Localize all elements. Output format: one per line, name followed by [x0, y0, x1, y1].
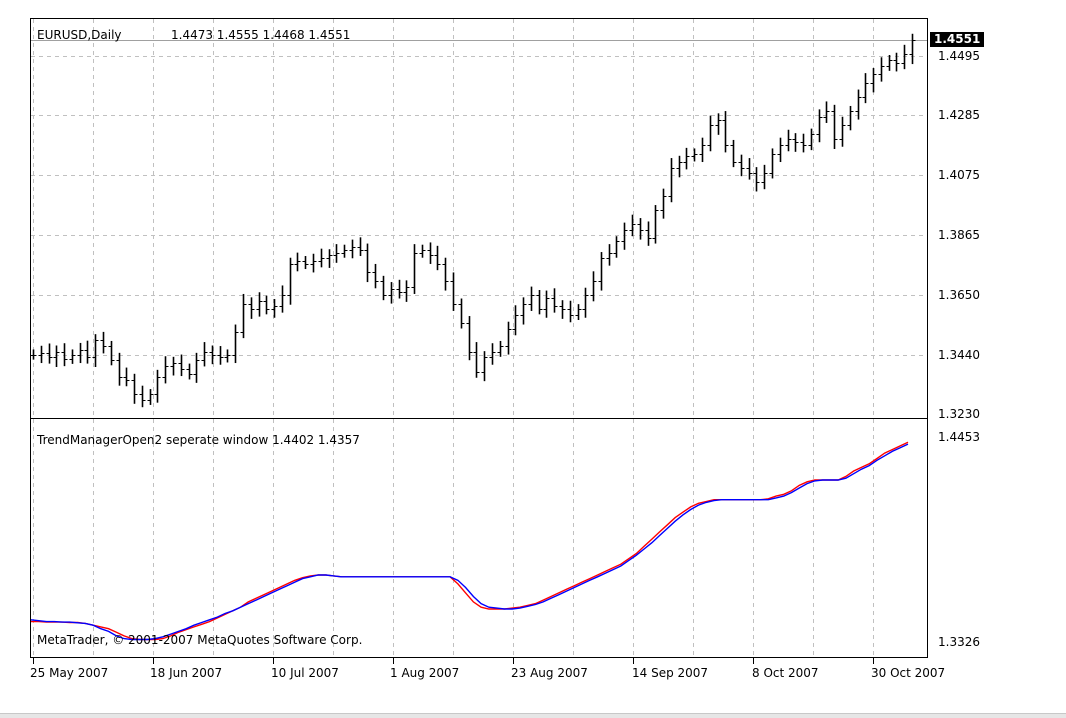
status-strip	[0, 713, 1066, 718]
date-axis-label: 10 Jul 2007	[271, 666, 339, 680]
grid	[31, 19, 927, 664]
indicator-axis-label: 1.3326	[938, 635, 980, 649]
price-axis-label: 1.3230	[938, 407, 980, 421]
price-axis-label: 1.3650	[938, 288, 980, 302]
indicator-title: TrendManagerOpen2 seperate window 1.4402…	[37, 433, 360, 447]
price-bars	[30, 33, 916, 408]
price-axis-label: 1.4495	[938, 49, 980, 63]
main-panel-frame	[30, 18, 928, 419]
date-axis-label: 8 Oct 2007	[752, 666, 819, 680]
indicator-line-blue	[30, 443, 909, 641]
indicator-axis-label: 1.4453	[938, 430, 980, 444]
date-axis-label: 30 Oct 2007	[871, 666, 946, 680]
copyright-text: MetaTrader, © 2001-2007 MetaQuotes Softw…	[37, 633, 363, 647]
indicator-lines	[30, 441, 909, 641]
date-axis-label: 18 Jun 2007	[150, 666, 223, 680]
date-axis-label: 23 Aug 2007	[511, 666, 588, 680]
last-price-tag: 1.4551	[930, 32, 985, 47]
date-axis-label: 1 Aug 2007	[390, 666, 460, 680]
price-axis-label: 1.4075	[938, 168, 980, 182]
symbol-label: EURUSD,Daily	[37, 28, 122, 42]
date-axis-label: 25 May 2007	[30, 666, 109, 680]
price-axis-label: 1.3440	[938, 348, 980, 362]
ohlc-label: 1.4473 1.4555 1.4468 1.4551	[171, 28, 351, 42]
price-axis-label: 1.4285	[938, 108, 980, 122]
price-axis-label: 1.3865	[938, 228, 980, 242]
indicator-panel-frame	[30, 418, 928, 658]
date-axis-label: 14 Sep 2007	[632, 666, 709, 680]
